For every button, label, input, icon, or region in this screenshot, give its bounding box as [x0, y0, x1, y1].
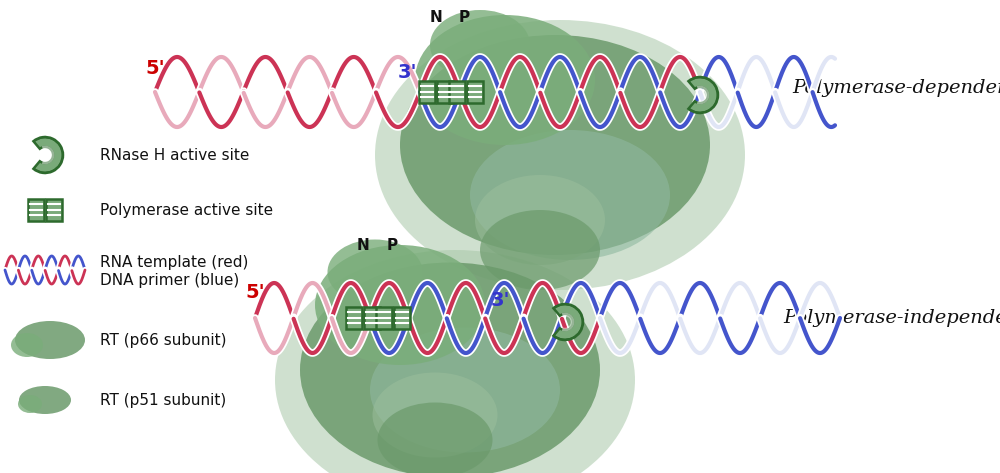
Ellipse shape	[18, 395, 42, 413]
Ellipse shape	[328, 239, 422, 305]
Text: N: N	[357, 237, 369, 253]
Ellipse shape	[275, 250, 635, 473]
Text: RNase H active site: RNase H active site	[100, 148, 249, 163]
Text: DNA primer (blue): DNA primer (blue)	[100, 272, 239, 288]
Wedge shape	[33, 137, 63, 173]
FancyBboxPatch shape	[376, 307, 392, 329]
Ellipse shape	[480, 210, 600, 290]
Ellipse shape	[375, 20, 745, 290]
Ellipse shape	[15, 321, 85, 359]
FancyBboxPatch shape	[419, 81, 435, 103]
FancyBboxPatch shape	[46, 199, 62, 221]
FancyBboxPatch shape	[467, 81, 483, 103]
Text: RT (p66 subunit): RT (p66 subunit)	[100, 333, 226, 348]
Text: 3': 3'	[397, 63, 417, 82]
Text: N: N	[430, 10, 442, 26]
Text: 5': 5'	[245, 282, 265, 301]
FancyBboxPatch shape	[437, 81, 453, 103]
Ellipse shape	[475, 175, 605, 265]
Ellipse shape	[378, 403, 492, 473]
Ellipse shape	[470, 130, 670, 260]
Text: RT (p51 subunit): RT (p51 subunit)	[100, 393, 226, 408]
Ellipse shape	[430, 10, 530, 80]
FancyBboxPatch shape	[28, 199, 44, 221]
Text: Polymerase active site: Polymerase active site	[100, 202, 273, 218]
Text: 5': 5'	[145, 59, 165, 78]
Wedge shape	[33, 137, 63, 173]
Wedge shape	[688, 77, 718, 113]
Ellipse shape	[370, 327, 560, 453]
Ellipse shape	[415, 15, 595, 145]
FancyBboxPatch shape	[449, 81, 465, 103]
Wedge shape	[562, 313, 574, 332]
Ellipse shape	[315, 245, 485, 365]
Ellipse shape	[11, 333, 43, 357]
Text: RNA template (red): RNA template (red)	[100, 254, 248, 270]
Wedge shape	[42, 146, 54, 164]
Wedge shape	[697, 86, 709, 105]
Text: P: P	[386, 237, 398, 253]
Ellipse shape	[372, 373, 498, 457]
Wedge shape	[688, 77, 718, 113]
Text: Polymerase-independent: Polymerase-independent	[783, 309, 1000, 327]
Wedge shape	[553, 304, 583, 340]
FancyBboxPatch shape	[346, 307, 362, 329]
Text: P: P	[458, 10, 470, 26]
Wedge shape	[553, 304, 583, 340]
Ellipse shape	[300, 263, 600, 473]
FancyBboxPatch shape	[394, 307, 410, 329]
FancyBboxPatch shape	[364, 307, 380, 329]
Ellipse shape	[19, 386, 71, 414]
Ellipse shape	[400, 35, 710, 255]
Text: Polymerase-dependent: Polymerase-dependent	[792, 79, 1000, 97]
Text: 3': 3'	[490, 290, 510, 309]
